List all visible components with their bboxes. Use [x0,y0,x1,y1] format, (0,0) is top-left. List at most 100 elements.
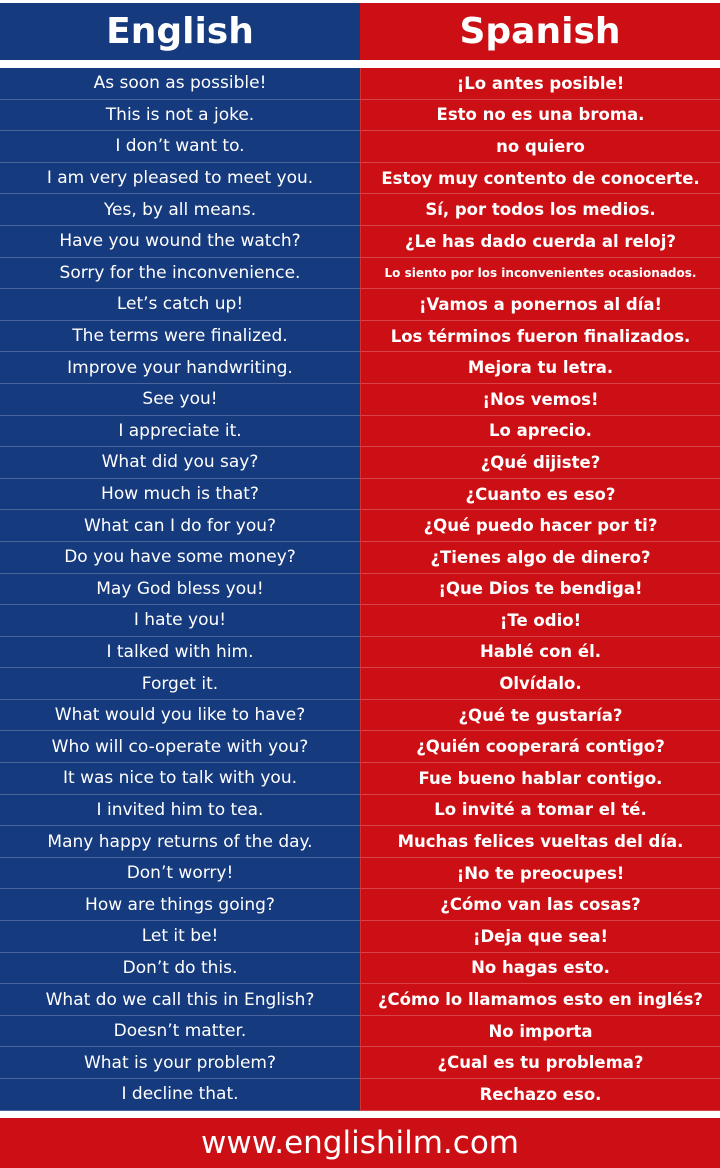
table-row: As soon as possible! ¡Lo antes posible! [0,68,720,100]
table-row: It was nice to talk with you. Fue bueno h… [0,763,720,795]
english-phrase: What can I do for you? [0,510,360,542]
spanish-phrase: ¡Te odio! [360,605,720,637]
table-row: I appreciate it. Lo aprecio. [0,415,720,448]
spanish-phrase: Lo siento por los inconvenientes ocasion… [360,257,720,290]
table-header: English Spanish [0,3,720,60]
english-phrase: Let it be! [0,921,360,953]
english-phrase: Forget it. [0,668,360,700]
english-phrase: I don’t want to. [0,131,360,163]
table-row: May God bless you! ¡Que Dios te bendiga! [0,573,720,606]
spanish-phrase: ¿Tienes algo de dinero? [360,541,720,574]
spanish-phrase: ¿Qué dijiste? [360,447,720,479]
english-phrase: May God bless you! [0,573,360,606]
table-row: Don’t do this. No hagas esto. [0,952,720,985]
table-row: I don’t want to. no quiero [0,131,720,163]
table-row: What can I do for you? ¿Qué puedo hacer p… [0,510,720,542]
spanish-phrase: ¿Cómo lo llamamos esto en inglés? [360,984,720,1016]
table-row: Have you wound the watch? ¿Le has dado cu… [0,225,720,258]
spanish-phrase: Rechazo eso. [360,1079,720,1111]
english-phrase: What is your problem? [0,1047,360,1079]
english-phrase: I hate you! [0,605,360,637]
english-phrase: Sorry for the inconvenience. [0,257,360,290]
table-row: This is not a joke. Esto no es una broma. [0,99,720,132]
english-phrase: How are things going? [0,889,360,922]
spanish-phrase: No importa [360,1015,720,1048]
table-row: I hate you! ¡Te odio! [0,605,720,637]
spanish-phrase: ¿Quién cooperará contigo? [360,731,720,764]
table-row: What is your problem? ¿Cual es tu problem… [0,1047,720,1079]
table-row: I invited him to tea. Lo invité a tomar e… [0,794,720,827]
table-row: I am very pleased to meet you. Estoy muy … [0,162,720,195]
english-phrase: Who will co-operate with you? [0,731,360,764]
english-phrase: Do you have some money? [0,541,360,574]
spanish-phrase: ¡Nos vemos! [360,383,720,416]
english-phrase: It was nice to talk with you. [0,763,360,795]
table-row: Many happy returns of the day. Muchas fel… [0,826,720,858]
table-row: Sorry for the inconvenience. Lo siento po… [0,257,720,290]
table-row: I talked with him. Hablé con él. [0,636,720,669]
spanish-phrase: Mejora tu letra. [360,352,720,384]
english-phrase: Don’t do this. [0,952,360,985]
spanish-phrase: Hablé con él. [360,636,720,669]
table-row: I decline that. Rechazo eso. [0,1079,720,1111]
phrase-table: As soon as possible! ¡Lo antes posible! Th… [0,68,720,1111]
website-footer: www.englishilm.com [0,1118,720,1168]
table-row: What do we call this in English? ¿Cómo lo… [0,984,720,1016]
english-phrase: What would you like to have? [0,699,360,732]
table-row: Yes, by all means. Sí, por todos los medi… [0,194,720,226]
table-row: Let it be! ¡Deja que sea! [0,921,720,953]
english-phrase: I am very pleased to meet you. [0,162,360,195]
english-phrase: Have you wound the watch? [0,225,360,258]
spanish-phrase: ¡Vamos a ponernos al día! [360,289,720,321]
english-phrase: Improve your handwriting. [0,352,360,384]
english-phrase: What did you say? [0,447,360,479]
spanish-phrase: ¡Deja que sea! [360,921,720,953]
english-phrase: Doesn’t matter. [0,1015,360,1048]
table-row: The terms were finalized. Los términos fu… [0,320,720,353]
table-row: What did you say? ¿Qué dijiste? [0,447,720,479]
english-phrase: Don’t worry! [0,857,360,890]
english-phrase: See you! [0,383,360,416]
english-phrase: Let’s catch up! [0,289,360,321]
spanish-phrase: Esto no es una broma. [360,99,720,132]
english-phrase: The terms were finalized. [0,320,360,353]
english-phrase: I invited him to tea. [0,794,360,827]
spanish-phrase: Olvídalo. [360,668,720,700]
table-row: Doesn’t matter. No importa [0,1015,720,1048]
english-column-header: English [0,3,360,60]
spanish-column-header: Spanish [360,3,720,60]
english-phrase: Many happy returns of the day. [0,826,360,858]
table-row: Don’t worry! ¡No te preocupes! [0,857,720,890]
spanish-phrase: Sí, por todos los medios. [360,194,720,226]
spanish-phrase: Los términos fueron finalizados. [360,320,720,353]
spanish-phrase: ¡Que Dios te bendiga! [360,573,720,606]
english-phrase: I decline that. [0,1079,360,1111]
spanish-phrase: Muchas felices vueltas del día. [360,826,720,858]
spanish-phrase: Fue bueno hablar contigo. [360,763,720,795]
english-phrase: This is not a joke. [0,99,360,132]
spanish-phrase: ¿Qué puedo hacer por ti? [360,510,720,542]
table-row: Let’s catch up! ¡Vamos a ponernos al día! [0,289,720,321]
english-phrase: As soon as possible! [0,68,360,100]
english-phrase: Yes, by all means. [0,194,360,226]
spanish-phrase: ¡Lo antes posible! [360,68,720,100]
table-row: How are things going? ¿Cómo van las cosas… [0,889,720,922]
english-phrase: I talked with him. [0,636,360,669]
table-row: See you! ¡Nos vemos! [0,383,720,416]
spanish-phrase: Lo invité a tomar el té. [360,794,720,827]
english-phrase: I appreciate it. [0,415,360,448]
spanish-phrase: Lo aprecio. [360,415,720,448]
spanish-phrase: ¡No te preocupes! [360,857,720,890]
table-row: What would you like to have? ¿Qué te gust… [0,699,720,732]
spanish-phrase: ¿Qué te gustaría? [360,699,720,732]
table-row: Who will co-operate with you? ¿Quién coop… [0,731,720,764]
spanish-phrase: No hagas esto. [360,952,720,985]
english-phrase: How much is that? [0,478,360,511]
table-row: Do you have some money? ¿Tienes algo de d… [0,541,720,574]
spanish-phrase: ¿Cuanto es eso? [360,478,720,511]
spanish-phrase: Estoy muy contento de conocerte. [360,162,720,195]
spanish-phrase: ¿Cómo van las cosas? [360,889,720,922]
spanish-phrase: ¿Le has dado cuerda al reloj? [360,225,720,258]
table-row: How much is that? ¿Cuanto es eso? [0,478,720,511]
spanish-phrase: no quiero [360,131,720,163]
